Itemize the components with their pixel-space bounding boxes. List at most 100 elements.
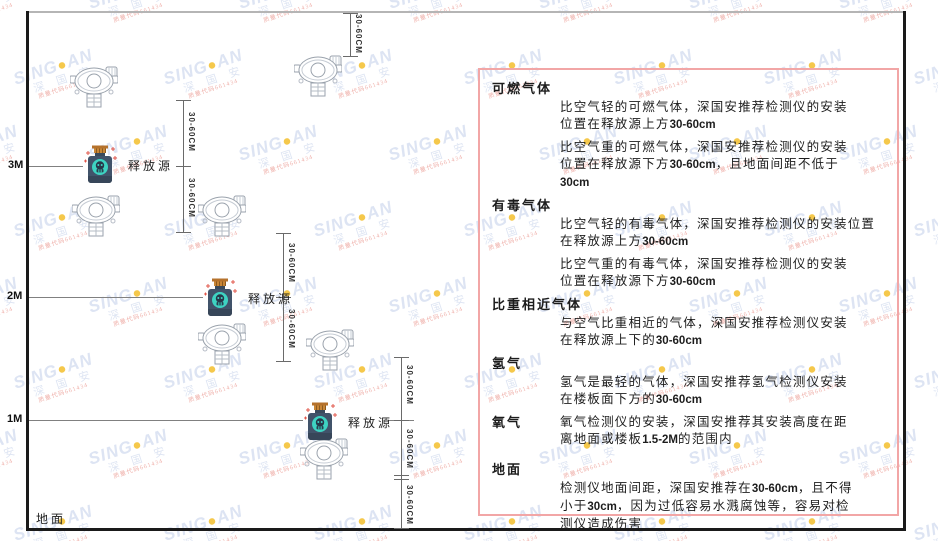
watermark-dot: ● bbox=[429, 435, 445, 455]
dimension-tick bbox=[276, 233, 291, 234]
release-source: 释放源 bbox=[302, 402, 393, 442]
ceiling-line bbox=[26, 11, 906, 13]
section-paragraph: 与空气比重相近的气体，深国安推荐检测仪安装 在释放源上下的30-60cm bbox=[492, 315, 885, 350]
dimension-label: 30-60CM bbox=[405, 429, 414, 469]
paragraph-line: 位置在释放源下方30-60cm bbox=[560, 274, 716, 288]
watermark-dot: ● bbox=[54, 359, 70, 379]
ground-label: 地面 bbox=[36, 512, 67, 526]
height-line-3m bbox=[29, 166, 83, 167]
watermark-dot: ● bbox=[129, 435, 145, 455]
paragraph-line: 与空气比重相近的气体，深国安推荐检测仪安装 bbox=[560, 316, 848, 330]
panel-section: 比重相近气体 与空气比重相近的气体，深国安推荐检测仪安装 在释放源上下的30-60c… bbox=[492, 296, 885, 350]
release-source-label: 释放源 bbox=[128, 158, 174, 173]
paragraph-line: 比空气重的可燃气体，深国安推荐检测仪的安装 bbox=[560, 140, 848, 154]
watermark-dot: ● bbox=[54, 207, 70, 227]
section-paragraph: 比空气轻的可燃气体，深国安推荐检测仪的安装 位置在释放源上方30-60cm bbox=[492, 99, 885, 134]
dimension-tick bbox=[276, 361, 291, 362]
gas-detector-icon bbox=[299, 438, 349, 480]
dimension-label: 30-60CM bbox=[187, 178, 196, 218]
section-paragraph: 检测仪地面间距，深国安推荐在30-60cm，且不得 小于30cm，因为过低容易水溅… bbox=[492, 480, 885, 533]
dimension-label: 30-60CM bbox=[287, 309, 296, 349]
installation-guidelines-panel: 可燃气体 比空气轻的可燃气体，深国安推荐检测仪的安装 位置在释放源上方30-60cm… bbox=[478, 68, 899, 531]
release-source-label: 释放源 bbox=[248, 291, 294, 306]
dimension-label: 30-60CM bbox=[405, 485, 414, 525]
dimension-label: 30-60CM bbox=[405, 365, 414, 405]
panel-sections: 可燃气体 比空气轻的可燃气体，深国安推荐检测仪的安装 位置在释放源上方30-60cm… bbox=[492, 80, 885, 533]
watermark-dot: ● bbox=[279, 435, 295, 455]
release-source: 释放源 bbox=[82, 145, 173, 185]
dimension-tick bbox=[343, 56, 358, 57]
dimension-tick bbox=[394, 420, 409, 421]
watermark-dot: ● bbox=[429, 283, 445, 303]
dimension-tick bbox=[394, 479, 409, 480]
paragraph-line: 在释放源上方30-60cm bbox=[560, 234, 689, 248]
release-source-icon bbox=[82, 145, 118, 185]
paragraph-line: 在释放源上下的30-60cm bbox=[560, 333, 702, 347]
gas-detector-icon bbox=[71, 195, 121, 237]
watermark-dot: ● bbox=[354, 207, 370, 227]
watermark-dot: ● bbox=[279, 131, 295, 151]
section-heading: 可燃气体 bbox=[492, 81, 553, 96]
release-source: 释放源 bbox=[202, 278, 293, 318]
height-line-2m bbox=[29, 297, 203, 298]
section-paragraph: 比空气重的有毒气体，深国安推荐检测仪的安装 位置在释放源下方30-60cm bbox=[492, 256, 885, 291]
paragraph-line: 氢气是最轻的气体，深国安推荐氢气检测仪安装 bbox=[560, 375, 848, 389]
panel-section: 氢气 氢气是最轻的气体，深国安推荐氢气检测仪安装 在楼板面下方的30-60cm bbox=[492, 355, 885, 409]
panel-section: 有毒气体 比空气轻的有毒气体，深国安推荐检测仪的安装位置 在释放源上方30-60cm… bbox=[492, 197, 885, 291]
dimension-label: 30-60CM bbox=[187, 112, 196, 152]
gas-detector-icon bbox=[293, 55, 343, 97]
gas-detector-icon bbox=[197, 323, 247, 365]
panel-section: 氧气 氧气检测仪的安装，深国安推荐其安装高度在距 离地面或楼板1.5-2M的范围内 bbox=[492, 414, 885, 449]
dimension-tick bbox=[394, 357, 409, 358]
paragraph-line: 位置在释放源上方30-60cm bbox=[560, 117, 716, 131]
paragraph-line: 位置在释放源下方30-60cm，且地面间距不低于 bbox=[560, 157, 839, 171]
paragraph-line: 离地面或楼板1.5-2M的范围内 bbox=[560, 432, 733, 446]
dimension-line-2m: 30-60CM 30-60CM bbox=[276, 233, 296, 362]
release-source-icon bbox=[302, 402, 338, 442]
paragraph-line: 30cm bbox=[560, 177, 590, 189]
paragraph-line: 比空气轻的可燃气体，深国安推荐检测仪的安装 bbox=[560, 100, 848, 114]
section-paragraph: 比空气重的可燃气体，深国安推荐检测仪的安装 位置在释放源下方30-60cm，且地面… bbox=[492, 139, 885, 192]
dimension-line-1m: 30-60CM 30-60CM 30-60CM bbox=[394, 357, 414, 529]
watermark-dot: ● bbox=[54, 55, 70, 75]
paragraph-line: 比空气轻的有毒气体，深国安推荐检测仪的安装位置 bbox=[560, 217, 876, 231]
gas-detector-icon bbox=[197, 195, 247, 237]
release-source-label: 释放源 bbox=[348, 415, 394, 430]
height-mark-3m: 3M bbox=[8, 159, 24, 171]
dimension-tick bbox=[176, 232, 191, 233]
dimension-line-ceiling: 30-60CM bbox=[343, 13, 363, 57]
paragraph-line: 比空气重的有毒气体，深国安推荐检测仪的安装 bbox=[560, 257, 848, 271]
panel-section: 可燃气体 比空气轻的可燃气体，深国安推荐检测仪的安装 位置在释放源上方30-60cm… bbox=[492, 80, 885, 192]
paragraph-line: 检测仪地面间距，深国安推荐在30-60cm，且不得 bbox=[560, 481, 853, 495]
watermark-dot: ● bbox=[354, 55, 370, 75]
paragraph-line: 小于30cm，因为过低容易水溅腐蚀等，容易对检 bbox=[560, 499, 850, 513]
height-line-1m bbox=[29, 420, 303, 421]
dimension-tick bbox=[394, 528, 409, 529]
watermark-dot: ● bbox=[204, 55, 220, 75]
dimension-label: 30-60CM bbox=[287, 243, 296, 283]
height-mark-1m: 1M bbox=[7, 413, 23, 425]
section-paragraph: 氢气是最轻的气体，深国安推荐氢气检测仪安装 在楼板面下方的30-60cm bbox=[492, 374, 885, 409]
section-paragraph: 比空气轻的有毒气体，深国安推荐检测仪的安装位置 在释放源上方30-60cm bbox=[492, 216, 885, 251]
dimension-label: 30-60CM bbox=[354, 14, 363, 54]
dimension-tick bbox=[176, 166, 191, 167]
